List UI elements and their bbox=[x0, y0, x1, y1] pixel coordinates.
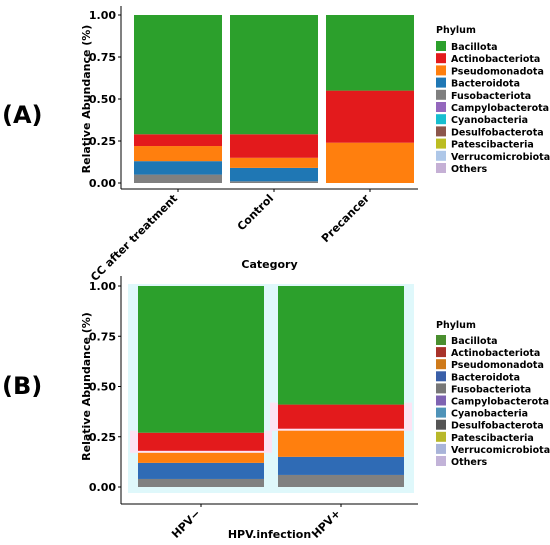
legend-swatch bbox=[436, 53, 446, 64]
y-tick-label: 0.25 bbox=[89, 431, 116, 444]
legend-entry: Actinobacteriota bbox=[451, 54, 540, 65]
legend-title: Phylum bbox=[436, 320, 476, 331]
bar-segment-bacteroidota bbox=[278, 456, 404, 475]
legend-swatch bbox=[436, 456, 446, 466]
bar-segment-bacillota bbox=[134, 15, 222, 135]
legend-entry: Verrucomicrobiota bbox=[451, 445, 550, 456]
bar-segment-pseudomonadota bbox=[326, 142, 414, 183]
legend-entry: Pseudomonadota bbox=[451, 66, 544, 77]
bar-segment-pseudomonadota bbox=[134, 146, 222, 162]
bar-segment-actinobacteriota bbox=[278, 404, 404, 429]
bar-segment-bacteroidota bbox=[138, 462, 264, 479]
legend-entry: Pseudomonadota bbox=[451, 360, 544, 371]
legend-entry: Bacteroidota bbox=[451, 372, 520, 383]
bar-segment-bacillota bbox=[138, 286, 264, 433]
legend-swatch bbox=[436, 431, 446, 442]
legend-swatch bbox=[436, 126, 446, 137]
bar-segment-bacteroidota bbox=[230, 167, 318, 182]
y-tick-label: 0.75 bbox=[89, 330, 116, 343]
legend-title: Phylum bbox=[436, 25, 476, 36]
legend-entry: Campylobacterota bbox=[451, 103, 549, 114]
legend-swatch bbox=[436, 89, 446, 100]
x-axis-title: HPV.infection bbox=[228, 528, 311, 541]
bar-segment-fusobacteriota bbox=[278, 474, 404, 487]
panel-label-b: (B) bbox=[2, 372, 42, 400]
bar-segment-pseudomonadota bbox=[230, 157, 318, 168]
legend-swatch bbox=[436, 77, 446, 88]
legend-entry: Bacillota bbox=[451, 42, 498, 53]
panel-b-chart: 0.00 0.25 0.50 0.75 1.00 Relative Abundance (… bbox=[80, 276, 550, 541]
y-tick-label: 0.00 bbox=[89, 481, 116, 494]
x-tick-label: HPV+ bbox=[309, 507, 343, 541]
legend-entry: Verrucomicrobiota bbox=[451, 152, 550, 163]
bar-segment-bacillota bbox=[230, 15, 318, 135]
legend-entry: Others bbox=[451, 457, 488, 468]
legend-swatch bbox=[436, 65, 446, 76]
legend-entry: Cyanobacteria bbox=[451, 409, 528, 420]
legend-swatch bbox=[436, 335, 446, 345]
legend-entry: Actinobacteriota bbox=[451, 348, 540, 359]
legend-swatch bbox=[436, 114, 446, 125]
legend-entry: Others bbox=[451, 164, 488, 175]
bar-segment-actinobacteriota bbox=[134, 134, 222, 147]
legend-entry: Patescibacteria bbox=[451, 140, 534, 151]
x-tick-label: Control bbox=[235, 192, 276, 233]
legend-entry: Patescibacteria bbox=[451, 433, 534, 444]
bar-segment-pseudomonadota bbox=[278, 428, 404, 457]
x-tick-label: CC after treatment bbox=[88, 192, 180, 284]
legend-swatch bbox=[436, 419, 446, 430]
legend-swatch bbox=[436, 41, 446, 51]
bar-segment-fusobacteriota bbox=[138, 478, 264, 487]
bar-segment-bacillota bbox=[326, 15, 414, 91]
legend-entry: Fusobacteriota bbox=[451, 91, 531, 102]
legend-swatch bbox=[436, 102, 446, 112]
legend-entry: Fusobacteriota bbox=[451, 384, 531, 395]
bar-segment-actinobacteriota bbox=[230, 134, 318, 158]
legend-swatch bbox=[436, 395, 446, 406]
legend-swatch bbox=[436, 138, 446, 149]
legend-entry: Desulfobacterota bbox=[451, 421, 544, 432]
panel-label-a: (A) bbox=[2, 101, 43, 129]
legend-entry: Cyanobacteria bbox=[451, 115, 528, 126]
legend-swatch bbox=[436, 371, 446, 382]
legend-swatch bbox=[436, 163, 446, 173]
y-tick-label: 0.75 bbox=[89, 51, 116, 64]
y-tick-label: 1.00 bbox=[89, 9, 116, 22]
y-tick-label: 0.50 bbox=[89, 93, 116, 106]
x-tick-label: HPV− bbox=[169, 507, 203, 541]
legend-swatch bbox=[436, 347, 446, 358]
bar-segment-bacteroidota bbox=[134, 161, 222, 175]
y-axis-title: Relative Abundance (%) bbox=[80, 312, 93, 461]
legend-swatch bbox=[436, 359, 446, 370]
panel-a-chart: 0.00 0.25 0.50 0.75 1.00 Relative Abundance (… bbox=[80, 6, 550, 284]
y-axis-title: Relative Abundance (%) bbox=[80, 25, 93, 174]
x-tick-label: Precancer bbox=[319, 192, 373, 246]
bar-segment-fusobacteriota bbox=[134, 174, 222, 183]
legend-entry: Bacteroidota bbox=[451, 79, 520, 90]
bar-segment-actinobacteriota bbox=[138, 432, 264, 451]
legend-swatch bbox=[436, 407, 446, 418]
legend-swatch bbox=[436, 150, 446, 161]
legend-entry: Bacillota bbox=[451, 336, 498, 347]
legend-swatch bbox=[436, 383, 446, 394]
x-axis-title: Category bbox=[241, 258, 297, 271]
bar-segment-actinobacteriota bbox=[326, 90, 414, 143]
bar-segment-pseudomonadota bbox=[138, 450, 264, 463]
bar-segment-bacillota bbox=[278, 286, 404, 405]
y-tick-label: 1.00 bbox=[89, 280, 116, 293]
y-tick-label: 0.00 bbox=[89, 177, 116, 190]
legend-entry: Campylobacterota bbox=[451, 397, 549, 408]
legend-swatch bbox=[436, 443, 446, 454]
legend-entry: Desulfobacterota bbox=[451, 127, 544, 138]
y-tick-label: 0.25 bbox=[89, 135, 116, 148]
bar-segment-fusobacteriota bbox=[230, 181, 318, 183]
y-tick-label: 0.50 bbox=[89, 381, 116, 394]
